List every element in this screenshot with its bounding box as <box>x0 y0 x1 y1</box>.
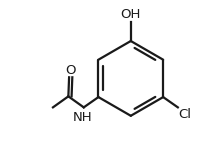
Text: NH: NH <box>73 111 93 124</box>
Text: O: O <box>65 63 76 77</box>
Text: OH: OH <box>121 8 141 21</box>
Text: Cl: Cl <box>178 108 192 121</box>
